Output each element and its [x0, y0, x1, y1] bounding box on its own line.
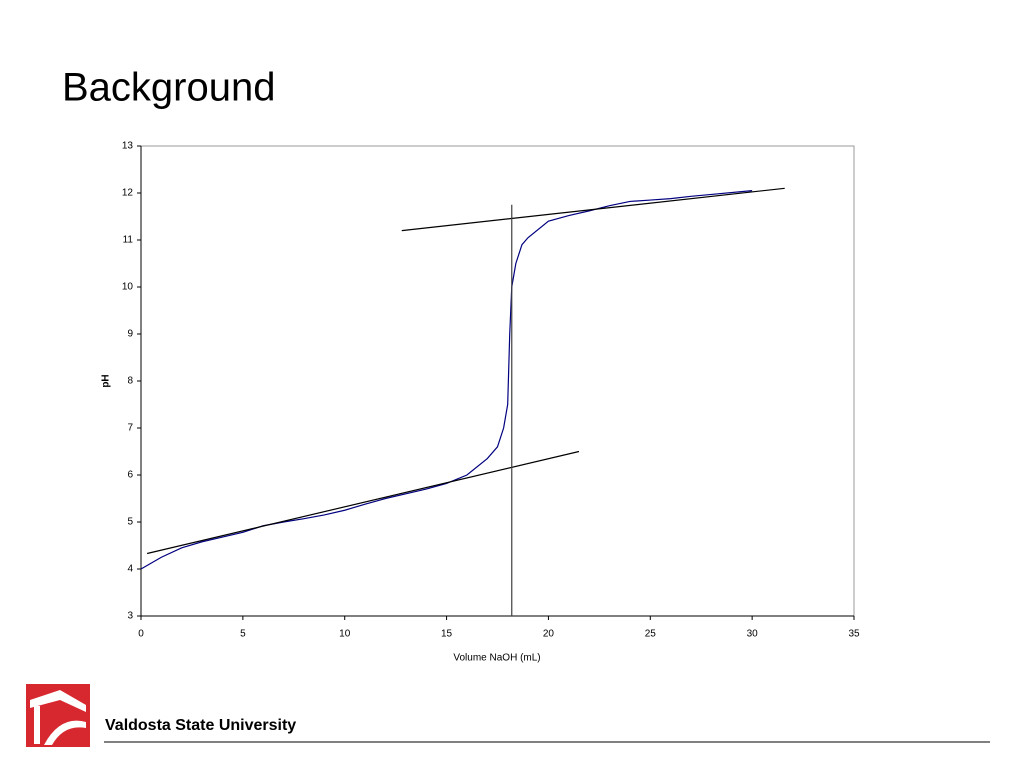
- y-tick-label: 4: [127, 564, 133, 575]
- y-tick-label: 7: [127, 423, 133, 434]
- y-tick-label: 6: [127, 470, 133, 481]
- x-tick-label: 20: [543, 629, 555, 640]
- x-tick-label: 10: [339, 629, 351, 640]
- x-tick-label: 30: [747, 629, 759, 640]
- y-tick-label: 11: [123, 235, 134, 246]
- x-axis-label: Volume NaOH (mL): [453, 653, 540, 664]
- y-tick-label: 13: [122, 141, 134, 152]
- y-tick-label: 5: [127, 517, 133, 528]
- slide-title: Background: [62, 66, 275, 110]
- y-tick-label: 9: [127, 329, 133, 340]
- y-tick-label: 10: [122, 282, 134, 293]
- logo: [26, 684, 90, 747]
- x-tick-label: 0: [138, 629, 144, 640]
- series-line: [140, 190, 753, 570]
- y-tick-label: 3: [127, 611, 133, 622]
- series-line: [401, 187, 785, 232]
- x-tick-label: 35: [848, 629, 860, 640]
- x-tick-label: 15: [441, 629, 453, 640]
- y-tick-label: 8: [127, 376, 133, 387]
- series-line: [146, 450, 580, 555]
- x-tick-label: 25: [645, 629, 657, 640]
- x-tick-label: 5: [240, 629, 246, 640]
- y-axis-label: pH: [101, 374, 112, 387]
- footer-text: Valdosta State University: [105, 717, 296, 734]
- plot-area: [140, 145, 855, 617]
- y-tick-label: 12: [122, 188, 134, 199]
